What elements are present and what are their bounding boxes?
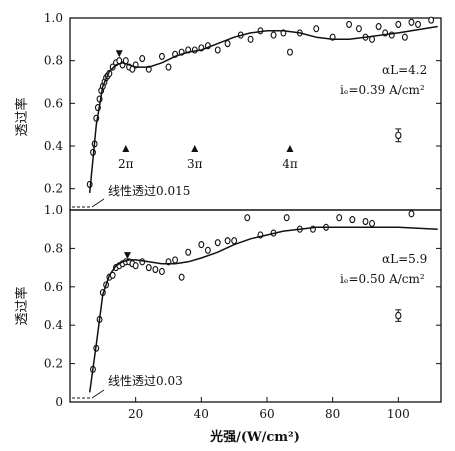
bottom-data-point xyxy=(158,267,165,275)
bottom-y-axis-label: 透过率 xyxy=(14,286,30,325)
bottom-data-point xyxy=(198,241,205,249)
bottom-data-point xyxy=(224,237,231,245)
bottom-plot-frame xyxy=(69,209,442,403)
bottom-y-tick-label: 0.2 xyxy=(44,357,63,371)
bottom-linear-label: 线性透过0.03 xyxy=(108,374,183,388)
phase-marker-triangle xyxy=(286,145,294,152)
bottom-y-tick-label: 0.8 xyxy=(44,241,63,255)
top-y-tick-label: 0.6 xyxy=(44,96,63,110)
bottom-panel: 00.20.40.60.81.0 20 40 60 80 100 透过率 αL=5.9 … xyxy=(14,203,442,445)
bottom-data-point xyxy=(231,237,238,245)
top-y-tick-label: 0.2 xyxy=(44,182,63,196)
bottom-data-point xyxy=(178,273,185,281)
bottom-param-ic: iₑ=0.50 A/cm² xyxy=(340,272,425,286)
phase-marker-label: 2π xyxy=(118,157,134,171)
top-data-point xyxy=(408,18,415,26)
top-param-aL: αL=4.2 xyxy=(382,63,427,77)
bottom-data-point xyxy=(214,239,221,247)
top-data-point xyxy=(375,22,382,31)
bottom-y-axis: 0 0.2 0.4 0.6 0.8 1.0 xyxy=(44,203,441,409)
phase-marker-label: 3π xyxy=(187,157,203,171)
bottom-peak-marker xyxy=(123,252,131,260)
bottom-data-point xyxy=(172,256,179,264)
top-panel: 0.2 0.4 0.6 0.8 1.0 2π 3π 4π 透过率 αL=4.2 iₑ=0.3… xyxy=(14,11,442,211)
top-data-point xyxy=(191,46,198,54)
top-plot-area: 2π 3π 4π xyxy=(72,16,438,208)
top-data-point xyxy=(401,33,408,41)
top-y-axis-label: 透过率 xyxy=(14,97,30,136)
bottom-data-point xyxy=(369,219,376,227)
top-data-point xyxy=(214,46,221,54)
bottom-data-point xyxy=(132,262,139,270)
bottom-data-point xyxy=(185,248,192,256)
top-data-point xyxy=(313,25,320,33)
top-y-tick-label: 1.0 xyxy=(44,11,63,25)
x-tick-label: 80 xyxy=(325,407,340,421)
top-y-axis: 0.2 0.4 0.6 0.8 1.0 xyxy=(44,11,441,196)
x-axis-label: 光强/(W/cm²) xyxy=(209,429,300,445)
top-param-ic: iₑ=0.39 A/cm² xyxy=(340,83,425,97)
bottom-y-tick-label: 0.4 xyxy=(44,318,63,332)
top-data-point xyxy=(355,25,362,33)
bottom-data-point xyxy=(336,214,343,222)
x-tick-label: 60 xyxy=(259,407,274,421)
top-errorbar-point xyxy=(395,131,402,140)
bottom-param-aL: αL=5.9 xyxy=(382,252,427,266)
top-data-point xyxy=(270,31,277,39)
top-data-point xyxy=(428,16,435,24)
top-linear-label: 线性透过0.015 xyxy=(108,184,190,198)
bottom-data-point xyxy=(408,210,415,218)
bottom-data-point xyxy=(283,214,290,222)
bottom-y-tick-label: 0 xyxy=(55,395,63,409)
bottom-y-tick-label: 1.0 xyxy=(44,203,63,217)
top-y-tick-label: 0.8 xyxy=(44,54,63,68)
top-data-point xyxy=(287,48,293,56)
bottom-data-point xyxy=(204,246,211,254)
phase-marker-triangle xyxy=(191,145,199,152)
x-tick-label: 20 xyxy=(128,407,143,421)
bottom-plot-area xyxy=(72,210,438,399)
bottom-data-point xyxy=(145,264,152,272)
bottom-y-tick-label: 0.6 xyxy=(44,280,63,294)
top-data-point xyxy=(247,35,254,43)
top-data-point xyxy=(346,20,353,28)
top-data-point xyxy=(139,54,146,63)
bottom-data-point xyxy=(244,214,251,222)
bottom-data-point xyxy=(349,216,356,224)
top-plot-frame xyxy=(69,17,442,211)
bottom-fit-curve xyxy=(88,226,438,393)
bottom-linear-pointer xyxy=(91,389,105,399)
top-data-point xyxy=(165,63,172,71)
top-data-point xyxy=(224,40,231,48)
bottom-errorbar-point xyxy=(395,311,402,320)
bottom-x-axis: 20 40 60 80 100 xyxy=(128,397,410,421)
bottom-data-point xyxy=(362,217,369,226)
x-tick-label: 100 xyxy=(387,407,410,421)
top-linear-pointer xyxy=(91,198,105,208)
top-data-point xyxy=(158,52,165,60)
phase-marker-label: 4π xyxy=(282,157,298,171)
top-data-point xyxy=(395,20,402,28)
top-y-tick-label: 0.4 xyxy=(44,139,63,153)
top-fit-curve xyxy=(88,25,438,193)
top-data-point xyxy=(415,20,421,28)
phase-marker-triangle xyxy=(122,145,130,152)
bottom-data-point xyxy=(152,265,159,274)
top-peak-marker xyxy=(115,50,123,58)
x-tick-label: 40 xyxy=(194,407,209,421)
